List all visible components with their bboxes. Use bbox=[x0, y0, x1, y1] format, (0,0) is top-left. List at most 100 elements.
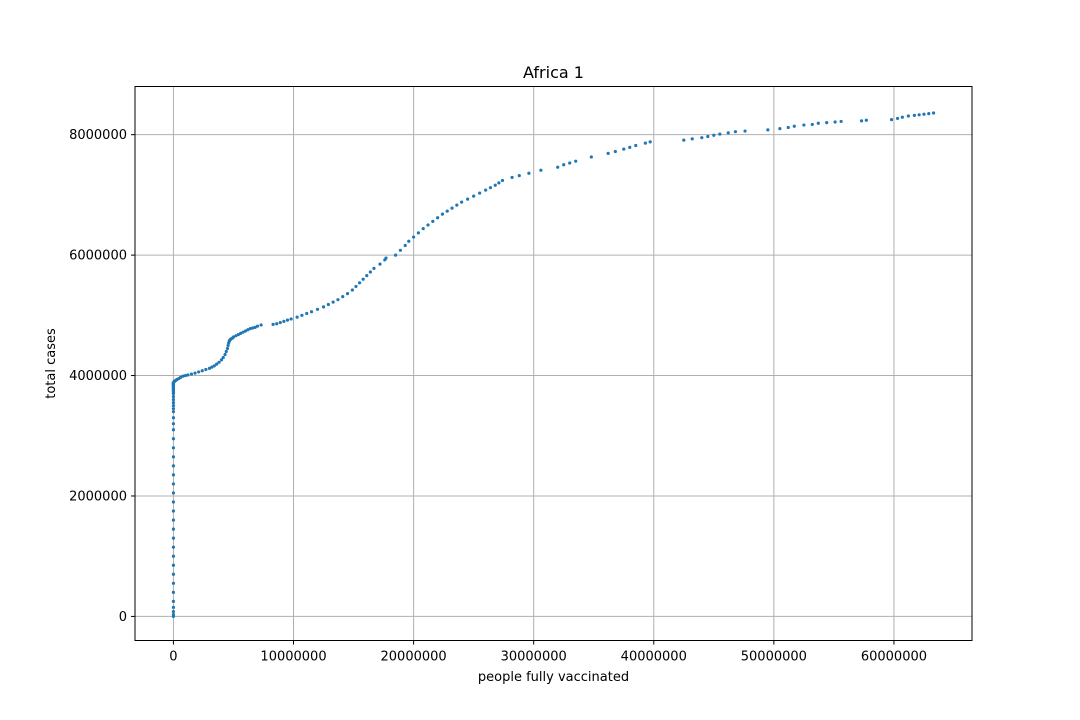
data-point bbox=[200, 369, 204, 373]
data-point bbox=[416, 231, 421, 235]
x-axis: 0 10000000 20000000 30000000 40000000 5000000… bbox=[169, 640, 927, 665]
data-point bbox=[171, 500, 176, 504]
data-point bbox=[493, 183, 497, 187]
data-point bbox=[275, 322, 279, 326]
data-point bbox=[181, 374, 185, 378]
data-point bbox=[743, 129, 747, 133]
data-point bbox=[224, 349, 228, 354]
data-point bbox=[171, 605, 176, 609]
data-point bbox=[171, 518, 176, 522]
data-point bbox=[450, 206, 454, 210]
x-tick-label: 20000000 bbox=[381, 650, 447, 665]
data-point bbox=[219, 358, 224, 362]
data-point bbox=[622, 147, 626, 151]
x-tick-label: 40000000 bbox=[621, 650, 687, 665]
data-point bbox=[792, 124, 796, 128]
data-point bbox=[436, 216, 440, 220]
y-tick-label: 4000000 bbox=[69, 369, 127, 384]
data-point bbox=[171, 395, 176, 399]
data-point bbox=[171, 545, 176, 549]
data-point bbox=[556, 165, 560, 169]
data-point bbox=[365, 273, 369, 278]
data-point bbox=[300, 313, 304, 317]
data-point bbox=[613, 149, 617, 154]
data-point bbox=[628, 145, 632, 149]
data-point bbox=[215, 362, 219, 366]
data-point bbox=[336, 298, 340, 302]
x-axis-label: people fully vaccinated bbox=[478, 670, 629, 685]
data-point bbox=[562, 163, 566, 167]
data-point bbox=[171, 404, 176, 408]
data-point bbox=[455, 203, 459, 207]
data-point bbox=[171, 482, 176, 486]
data-point bbox=[900, 115, 904, 119]
data-point bbox=[889, 118, 894, 122]
data-point bbox=[171, 437, 176, 441]
data-point bbox=[171, 455, 176, 459]
data-point bbox=[171, 446, 176, 450]
data-point bbox=[786, 125, 790, 130]
data-points bbox=[171, 111, 936, 619]
data-point bbox=[393, 253, 398, 257]
data-point bbox=[589, 155, 593, 159]
data-point bbox=[278, 320, 282, 325]
data-point bbox=[171, 572, 176, 576]
data-point bbox=[778, 127, 782, 131]
data-point bbox=[700, 136, 704, 140]
data-point bbox=[236, 332, 240, 337]
data-point bbox=[171, 599, 176, 603]
data-point bbox=[864, 118, 868, 122]
data-point bbox=[478, 191, 482, 195]
data-point bbox=[484, 188, 488, 192]
data-point bbox=[497, 181, 501, 185]
data-point bbox=[217, 360, 221, 364]
data-point bbox=[574, 159, 578, 163]
data-point bbox=[309, 310, 314, 314]
data-point bbox=[426, 223, 430, 227]
data-point bbox=[171, 590, 176, 594]
data-point bbox=[643, 141, 647, 145]
data-point bbox=[825, 121, 829, 125]
data-point bbox=[859, 119, 864, 123]
data-point bbox=[922, 112, 926, 116]
data-point bbox=[733, 130, 738, 134]
data-point bbox=[255, 324, 260, 328]
data-point bbox=[189, 372, 194, 376]
data-point bbox=[225, 346, 230, 351]
data-point bbox=[171, 563, 176, 567]
data-point bbox=[682, 138, 686, 142]
data-point bbox=[171, 609, 176, 614]
data-point bbox=[445, 209, 449, 213]
data-point bbox=[285, 318, 290, 322]
data-point bbox=[171, 491, 176, 495]
data-point bbox=[931, 111, 936, 115]
data-point bbox=[895, 116, 900, 121]
x-tick-label: 30000000 bbox=[501, 650, 567, 665]
data-point bbox=[243, 329, 248, 333]
data-point bbox=[810, 122, 814, 127]
data-point bbox=[204, 367, 208, 372]
data-point bbox=[171, 527, 176, 531]
data-point bbox=[315, 307, 320, 311]
data-point bbox=[568, 161, 572, 165]
data-point bbox=[171, 407, 176, 411]
data-point bbox=[440, 212, 445, 216]
data-point bbox=[223, 352, 227, 357]
data-point bbox=[282, 319, 286, 323]
data-point bbox=[839, 119, 843, 124]
data-point bbox=[466, 197, 470, 201]
y-tick-label: 8000000 bbox=[69, 128, 127, 143]
data-point bbox=[766, 128, 770, 132]
data-point bbox=[305, 311, 309, 316]
y-axis: 0 2000000 4000000 6000000 8000000 bbox=[69, 128, 135, 625]
data-point bbox=[917, 113, 921, 117]
data-point bbox=[833, 120, 837, 124]
data-point bbox=[171, 428, 176, 432]
data-point bbox=[712, 133, 716, 137]
data-point bbox=[510, 175, 514, 180]
data-point bbox=[816, 121, 820, 125]
data-point bbox=[212, 364, 216, 368]
chart-title: Africa 1 bbox=[523, 63, 584, 82]
y-axis-label: total cases bbox=[44, 328, 59, 399]
data-point bbox=[378, 262, 382, 266]
